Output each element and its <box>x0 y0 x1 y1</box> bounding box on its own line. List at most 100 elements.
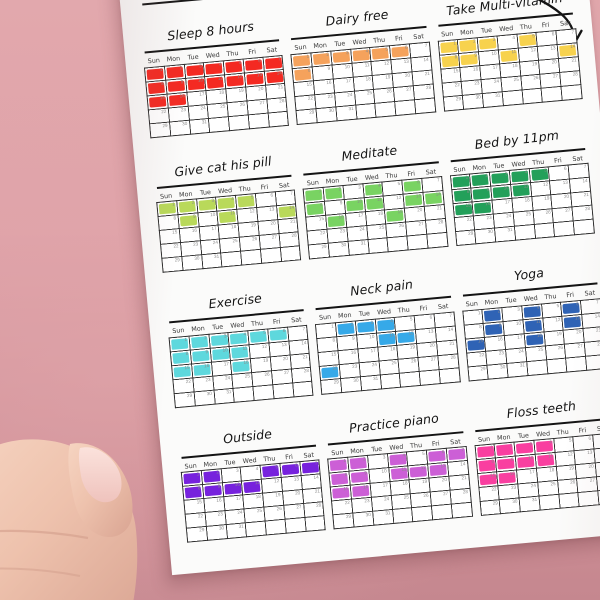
day-number: 30 <box>353 376 359 383</box>
day-cell[interactable]: 21 <box>583 326 600 342</box>
day-cell[interactable] <box>267 110 289 127</box>
day-cell[interactable]: 31 <box>360 374 382 391</box>
day-number: 23 <box>364 497 370 504</box>
day-cell[interactable] <box>419 369 441 385</box>
day-cell[interactable] <box>546 357 568 374</box>
day-cell[interactable]: 29 <box>320 378 342 394</box>
day-cell[interactable] <box>208 116 230 132</box>
day-cell[interactable] <box>240 249 262 266</box>
day-cell[interactable] <box>374 101 396 117</box>
day-cell[interactable]: 30 <box>181 254 203 271</box>
day-cell[interactable] <box>252 384 274 401</box>
day-cell[interactable] <box>526 359 548 376</box>
day-cell[interactable]: 31 <box>519 496 541 512</box>
day-number: 23 <box>510 484 517 491</box>
day-number: 12 <box>383 59 390 66</box>
day-cell[interactable] <box>578 490 600 507</box>
day-cell[interactable]: 30 <box>462 93 484 109</box>
day-cell[interactable] <box>247 112 269 129</box>
day-cell[interactable] <box>355 102 377 119</box>
day-cell[interactable]: 30 <box>315 106 337 123</box>
day-number: 10 <box>234 481 241 488</box>
day-cell[interactable]: 31 <box>201 252 223 269</box>
day-cell[interactable]: 31 <box>335 104 357 121</box>
day-cell[interactable] <box>279 245 301 262</box>
day-number: 11 <box>217 75 223 81</box>
day-cell[interactable] <box>228 114 250 131</box>
day-cell[interactable]: 31 <box>482 91 504 108</box>
day-cell[interactable]: 30 <box>352 511 374 527</box>
day-cell[interactable] <box>367 237 389 254</box>
day-cell[interactable] <box>573 219 595 235</box>
day-cell[interactable]: 30 <box>340 376 362 393</box>
day-cell[interactable]: 30 <box>169 119 191 136</box>
day-cell[interactable] <box>538 494 560 511</box>
day-cell[interactable]: 31 <box>188 117 210 134</box>
day-number: 14 <box>447 326 454 332</box>
day-cell[interactable]: 29 <box>161 256 183 273</box>
day-cell[interactable] <box>553 220 575 237</box>
day-cell[interactable]: 7 <box>592 433 600 449</box>
day-cell[interactable]: 31 <box>494 226 516 242</box>
day-cell[interactable]: 29 <box>467 364 489 381</box>
day-cell[interactable] <box>220 251 242 267</box>
day-cell[interactable]: 29 <box>333 513 355 529</box>
day-cell[interactable] <box>426 232 448 249</box>
day-cell[interactable] <box>411 505 433 522</box>
day-number: 18 <box>536 332 543 338</box>
day-cell[interactable] <box>565 355 587 372</box>
day-cell[interactable]: 29 <box>296 108 318 124</box>
day-cell[interactable] <box>379 372 401 389</box>
day-cell[interactable]: 30 <box>328 241 350 258</box>
day-cell[interactable] <box>533 222 555 239</box>
day-cell[interactable] <box>431 504 453 520</box>
day-cell[interactable] <box>561 84 583 100</box>
day-cell[interactable] <box>284 517 306 534</box>
day-cell[interactable]: 14 <box>594 447 600 463</box>
day-cell[interactable]: 31 <box>372 509 394 526</box>
day-cell[interactable]: 28 <box>584 340 600 356</box>
day-cell[interactable] <box>541 85 563 102</box>
day-cell[interactable]: 21 <box>595 461 600 477</box>
day-cell[interactable]: 29 <box>308 243 330 259</box>
day-cell[interactable]: 31 <box>506 361 528 377</box>
day-cell[interactable] <box>260 247 282 264</box>
day-cell[interactable]: 28 <box>596 474 600 491</box>
day-cell[interactable] <box>521 87 543 104</box>
habit-name: Take Multi-vitamin <box>445 0 563 19</box>
day-cell[interactable] <box>392 507 414 524</box>
day-number: 13 <box>281 341 287 347</box>
day-number: 12 <box>542 181 549 187</box>
day-cell[interactable] <box>272 382 294 399</box>
day-cell[interactable] <box>292 380 314 397</box>
day-cell[interactable]: 29 <box>479 499 501 516</box>
day-cell[interactable] <box>438 367 460 384</box>
day-cell[interactable]: 29 <box>455 229 477 246</box>
day-number: 11 <box>548 453 554 459</box>
day-number: 20 <box>429 341 435 348</box>
day-cell[interactable] <box>387 235 409 252</box>
day-cell[interactable]: 30 <box>499 497 521 514</box>
day-cell[interactable] <box>406 234 428 250</box>
day-number: 16 <box>485 200 491 207</box>
habit-calendar: Practice piano Sun Mon Tue Wed Thu Fri Sat 1 2 3 4 5… <box>324 407 475 553</box>
day-cell[interactable]: 30 <box>487 362 509 379</box>
day-cell[interactable] <box>399 370 421 387</box>
day-cell[interactable]: 30 <box>474 228 496 244</box>
day-cell[interactable] <box>233 386 255 402</box>
day-cell[interactable]: 29 <box>149 121 171 138</box>
day-number: 6 <box>563 165 567 171</box>
day-cell[interactable] <box>394 99 416 115</box>
day-cell[interactable] <box>304 515 326 532</box>
day-cell[interactable] <box>585 353 600 370</box>
day-cell[interactable] <box>502 89 523 106</box>
day-cell[interactable] <box>451 502 473 519</box>
day-number: 7 <box>595 298 599 305</box>
day-cell[interactable] <box>558 492 580 509</box>
day-cell[interactable] <box>414 97 436 114</box>
day-cell[interactable] <box>265 519 287 535</box>
day-cell[interactable] <box>514 224 536 241</box>
day-cell[interactable] <box>245 521 267 537</box>
day-cell[interactable]: 29 <box>443 94 464 111</box>
day-cell[interactable]: 31 <box>347 239 369 256</box>
